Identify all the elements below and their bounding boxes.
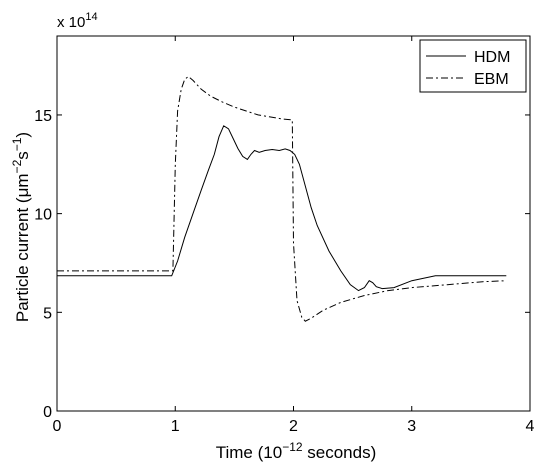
x-axis-label: Time (10−12 seconds) [216,440,377,462]
x-tick-label: 2 [289,418,298,435]
x-axis-label-text: Time (10 [216,443,282,462]
x-tick-label: 4 [526,418,535,435]
series-line-ebm [57,75,507,322]
y-axis-label-suffix: ) [13,132,32,138]
y-tick-label: 10 [34,207,52,224]
legend-label-hdm: HDM [474,49,510,66]
x-axis-label-suffix: seconds) [303,443,377,462]
axis-labels: x 1014 Time (10−12 seconds) Particle cur… [10,11,376,462]
y-axis-label-exp2: −1 [10,137,24,151]
legend-label-ebm: EBM [474,71,509,88]
series-line-hdm [57,125,507,292]
x-tick-label: 1 [171,418,180,435]
y-scale-prefix: x 10 [57,14,85,31]
y-scale-label: x 1014 [57,11,98,31]
axes: 0 1 2 3 4 0 5 10 15 [34,35,535,435]
x-tick-label: 3 [407,418,416,435]
y-tick-label: 0 [43,404,52,421]
legend: HDM EBM [419,39,527,93]
y-axis-label-text: Particle current (μm [13,173,32,322]
x-axis-label-exponent: −12 [282,440,303,454]
y-axis-label: Particle current (μm−2s−1) [10,132,32,322]
y-scale-exponent: 14 [85,11,97,23]
y-axis-label-mid: s [13,151,32,160]
y-tick-label: 15 [34,108,52,125]
legend-box [419,39,527,93]
y-tick-label: 5 [43,305,52,322]
y-axis-label-exp1: −2 [10,159,24,173]
x-tick-label: 0 [53,418,62,435]
plot-area [57,75,507,322]
